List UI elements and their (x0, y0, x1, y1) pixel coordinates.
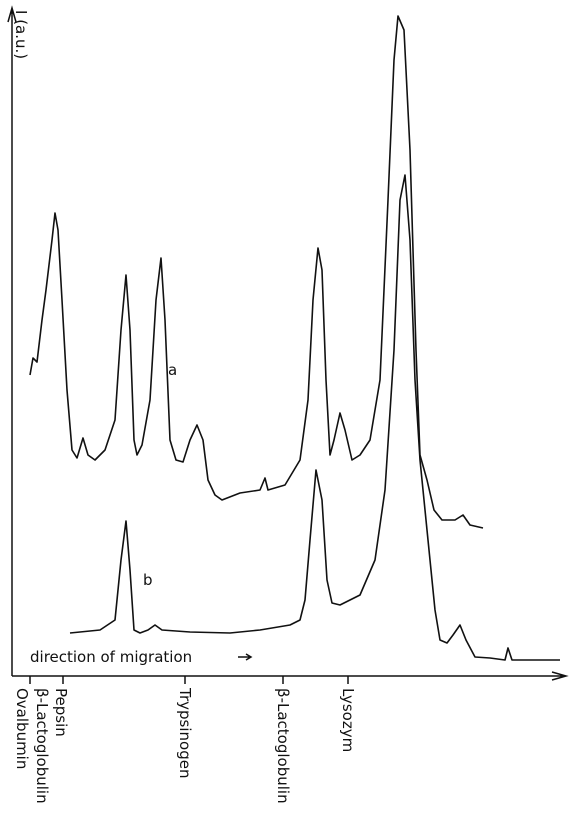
x-axis (12, 671, 569, 681)
marker-label: Ovalbumin (13, 688, 31, 769)
annotation: direction of migration (30, 648, 192, 666)
tick-marks (29, 676, 349, 684)
migration-arrow (238, 653, 253, 661)
trace-a (29, 15, 484, 529)
marker-label: Lysozym (339, 688, 357, 752)
marker-label: β-Lactoglobulin (274, 688, 292, 804)
marker-label: Pepsin (52, 688, 70, 737)
y-axis (7, 5, 17, 676)
marker-label: Trypsinogen (176, 687, 194, 778)
trace-b (69, 174, 560, 661)
y-axis-label: I (a.u.) (12, 10, 30, 59)
trace-label: b (143, 571, 153, 589)
marker-label: β-Lactoglobulin (33, 688, 51, 804)
trace-label: a (168, 361, 177, 379)
